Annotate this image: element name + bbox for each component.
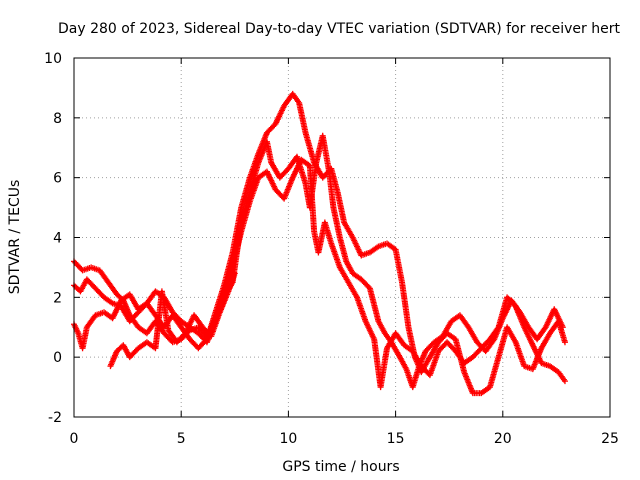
x-tick-label: 15 xyxy=(387,431,405,447)
x-tick-label: 25 xyxy=(601,431,619,447)
axis-ticks: 0 5 10 15 20 25 -2 0 2 4 6 8 10 xyxy=(44,51,619,447)
x-axis-label: GPS time / hours xyxy=(282,459,399,475)
y-tick-label: 10 xyxy=(44,51,62,67)
y-tick-label: 0 xyxy=(53,350,62,366)
x-tick-label: 0 xyxy=(70,431,79,447)
series-trace-2 xyxy=(71,90,568,397)
y-tick-label: 8 xyxy=(53,111,62,127)
chart-title: Day 280 of 2023, Sidereal Day-to-day VTE… xyxy=(58,21,620,37)
data-points xyxy=(71,90,568,397)
data-point xyxy=(231,270,238,277)
y-tick-label: 4 xyxy=(53,231,62,247)
data-point xyxy=(561,339,568,346)
y-tick-label: 6 xyxy=(53,171,62,187)
data-point xyxy=(561,378,568,385)
x-tick-label: 10 xyxy=(279,431,297,447)
x-tick-label: 5 xyxy=(177,431,186,447)
y-tick-label: 2 xyxy=(53,290,62,306)
y-tick-label: -2 xyxy=(48,410,62,426)
y-axis-label: SDTVAR / TECUs xyxy=(7,180,23,295)
series-trace-4 xyxy=(107,270,238,370)
x-tick-label: 20 xyxy=(494,431,512,447)
